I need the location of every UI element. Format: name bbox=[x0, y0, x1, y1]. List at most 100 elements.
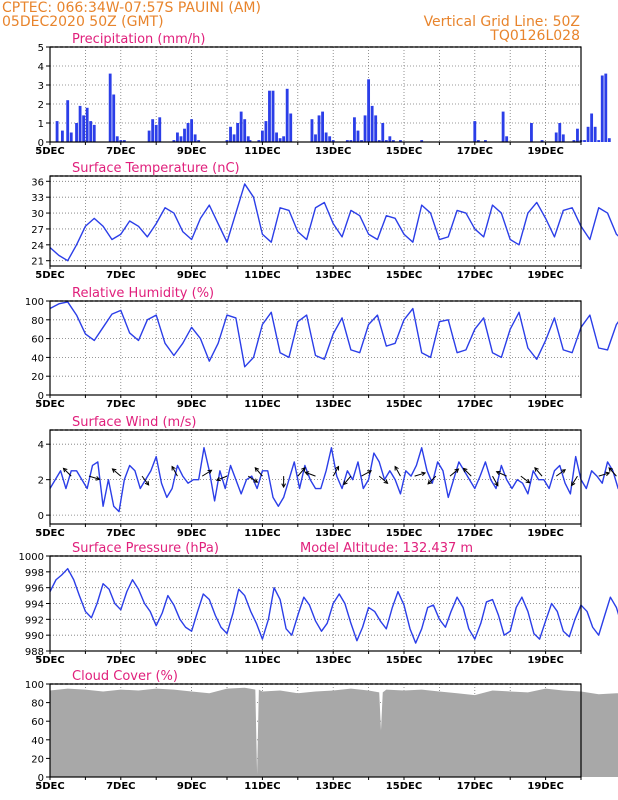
panel-frame bbox=[49, 46, 582, 143]
wind-arrow-shaft bbox=[63, 467, 72, 477]
x-tick-label: 17DEC bbox=[457, 399, 493, 410]
precip-bar bbox=[264, 121, 268, 142]
precip-bar bbox=[374, 115, 378, 142]
precip-bar bbox=[530, 123, 533, 142]
y-tick-label: 33 bbox=[31, 193, 44, 204]
y-tick-label: 1000 bbox=[19, 552, 44, 563]
wind-arrow-shaft bbox=[112, 468, 122, 477]
wind-arrow-shaft bbox=[555, 469, 566, 477]
precip-bar bbox=[321, 111, 324, 142]
precip-bar bbox=[85, 107, 89, 142]
precip-bar bbox=[232, 134, 236, 142]
panel-3: 0 2 4 5DEC 7DEC 9DEC 11DEC 13DEC 15DEC 17DEC 19DEC… bbox=[35, 415, 618, 539]
wind-arrow-head bbox=[605, 471, 611, 477]
wind-arrow-shaft bbox=[571, 475, 578, 486]
precip-bar bbox=[158, 117, 162, 142]
precip-bar bbox=[115, 136, 119, 142]
precip-bar bbox=[561, 134, 565, 142]
y-tick-label: 24 bbox=[31, 241, 44, 252]
panel-frame bbox=[49, 300, 582, 396]
wind-arrow-head bbox=[95, 476, 101, 481]
precip-bar bbox=[476, 140, 480, 142]
precip-bar bbox=[278, 138, 282, 142]
x-tick-label: 15DEC bbox=[386, 270, 422, 281]
wind-arrow-shaft bbox=[427, 475, 437, 485]
panel-title: Relative Humidity (%) bbox=[72, 286, 214, 301]
y-tick-label: 4 bbox=[38, 62, 44, 73]
wind-arrow-head bbox=[571, 481, 576, 487]
precip-bar bbox=[66, 100, 70, 142]
y-tick-label: 0 bbox=[38, 391, 44, 402]
wind-arrow-shaft bbox=[361, 470, 372, 477]
y-tick-label: 40 bbox=[31, 736, 44, 747]
precip-bar bbox=[540, 140, 544, 142]
precip-bar bbox=[55, 121, 59, 142]
x-tick-label: 19DEC bbox=[527, 655, 563, 666]
precip-bar bbox=[360, 140, 363, 142]
wind-arrow-head bbox=[144, 480, 150, 486]
x-tick-label: 5DEC bbox=[35, 270, 64, 281]
wind-arrow-head bbox=[281, 483, 286, 489]
precip-bar bbox=[236, 123, 240, 142]
header-date-line: 05DEC2020 50Z (GMT) bbox=[2, 14, 164, 30]
x-tick-label: 9DEC bbox=[177, 399, 206, 410]
wind-arrow-head bbox=[207, 469, 213, 475]
x-tick-label: 13DEC bbox=[315, 270, 351, 281]
wind-arrow-head bbox=[494, 481, 499, 487]
x-tick-label: 15DEC bbox=[386, 528, 422, 539]
precip-bar bbox=[193, 134, 197, 142]
panel-4: 988 990 992 994 996 998 1000 5DEC 7DEC 9DEC 11DEC 1… bbox=[19, 541, 618, 666]
precip-bar bbox=[331, 140, 335, 142]
x-tick-label: 17DEC bbox=[457, 270, 493, 281]
y-tick-label: 996 bbox=[25, 584, 44, 595]
precip-bar bbox=[260, 130, 264, 142]
precip-bar bbox=[505, 136, 509, 142]
x-tick-label: 15DEC bbox=[386, 399, 422, 410]
precip-bar bbox=[586, 126, 590, 142]
precip-bar bbox=[239, 111, 243, 142]
y-tick-label: 988 bbox=[25, 647, 44, 658]
wind-arrow-shaft bbox=[414, 472, 426, 477]
x-tick-label: 19DEC bbox=[527, 528, 563, 539]
panel-5: 0 20 40 60 80 100 5DEC 7DEC 9DEC 11DEC 13DEC 15DEC 1… bbox=[25, 669, 618, 792]
y-tick-label: 20 bbox=[31, 372, 44, 383]
precip-bar bbox=[112, 94, 116, 142]
y-tick-label: 2 bbox=[38, 100, 44, 111]
y-tick-label: 4 bbox=[38, 440, 44, 451]
precip-bar bbox=[597, 140, 601, 142]
precip-bar bbox=[328, 136, 332, 142]
wind-arrow-shaft bbox=[247, 475, 258, 483]
precip-bar bbox=[367, 79, 371, 142]
precip-bar bbox=[501, 111, 505, 142]
precip-bar bbox=[225, 140, 229, 142]
precip-bar bbox=[282, 136, 286, 142]
x-tick-label: 9DEC bbox=[177, 146, 206, 157]
x-tick-label: 13DEC bbox=[315, 781, 351, 792]
wind-arrow-shaft bbox=[608, 467, 617, 477]
x-tick-label: 11DEC bbox=[244, 528, 280, 539]
precip-bar bbox=[558, 123, 562, 142]
x-tick-label: 19DEC bbox=[527, 270, 563, 281]
precip-bar bbox=[176, 132, 179, 142]
wind-arrow-shaft bbox=[216, 475, 228, 481]
x-tick-label: 5DEC bbox=[35, 655, 64, 666]
x-tick-label: 15DEC bbox=[386, 655, 422, 666]
header-grid-note: Vertical Grid Line: 50Z bbox=[423, 14, 580, 30]
wind-arrow-head bbox=[304, 471, 310, 476]
y-tick-label: 1 bbox=[38, 119, 44, 130]
precip-bar bbox=[353, 117, 356, 142]
y-tick-label: 100 bbox=[25, 680, 44, 691]
y-tick-label: 2 bbox=[38, 476, 44, 487]
wind-arrow-shaft bbox=[254, 467, 263, 477]
precip-bar bbox=[122, 140, 126, 142]
precip-bar bbox=[576, 128, 579, 142]
precip-bar bbox=[229, 126, 232, 142]
precip-bar bbox=[420, 140, 424, 142]
y-tick-label: 21 bbox=[31, 257, 44, 268]
header-station-line: CPTEC: 066:34W-07:57S PAUINI (AM) bbox=[2, 0, 261, 16]
wind-arrow-head bbox=[608, 467, 614, 472]
precip-bar bbox=[363, 115, 367, 142]
precip-bar bbox=[257, 140, 261, 142]
precip-bar bbox=[186, 123, 190, 142]
